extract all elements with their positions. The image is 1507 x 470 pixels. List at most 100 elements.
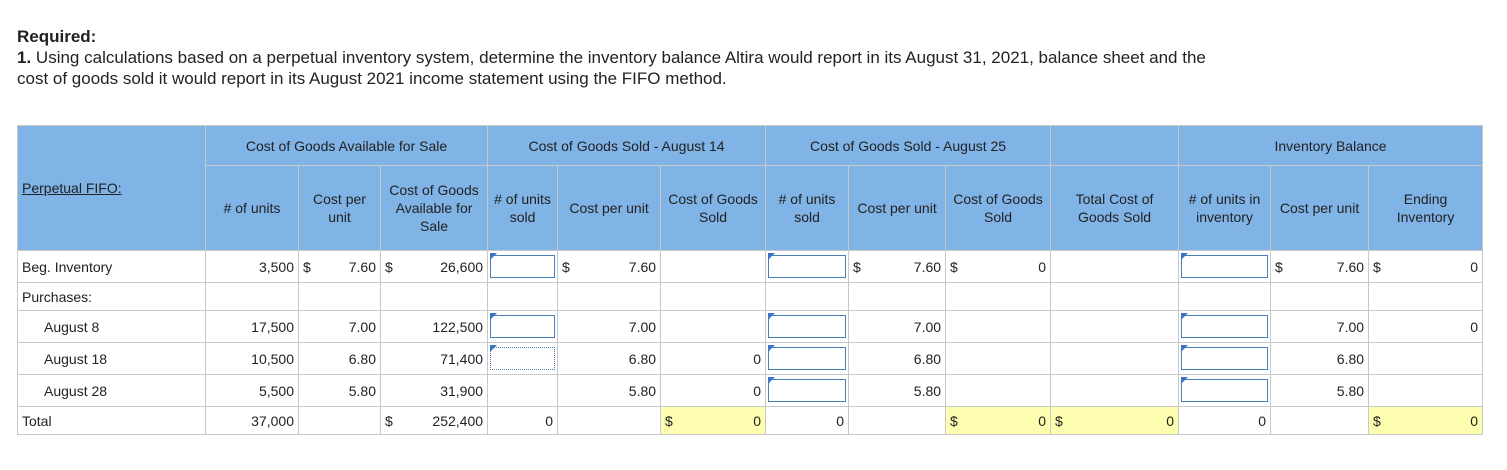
column-header: Cost per unit [557, 165, 662, 251]
column-header: Ending Inventory [1368, 165, 1484, 251]
cell [1050, 310, 1180, 343]
cell [1178, 310, 1272, 343]
cell [557, 282, 662, 311]
money: $7.60 [562, 259, 656, 275]
currency-sign: $ [950, 258, 958, 275]
cell-value: 7.00 [1336, 318, 1365, 335]
cell-value: 17,500 [251, 318, 294, 335]
currency-sign: $ [665, 412, 673, 429]
cell-value: 26,600 [440, 258, 484, 275]
currency-sign: $ [385, 258, 393, 275]
cell [1270, 406, 1370, 435]
cell: 71,400 [379, 342, 489, 375]
cell: $7.60 [848, 250, 947, 283]
input-box[interactable] [768, 315, 847, 338]
cell [765, 282, 850, 311]
cell-value: 5.80 [1336, 382, 1365, 399]
instructions: Required: 1. Using calculations based on… [17, 26, 1217, 89]
input-box[interactable] [1181, 347, 1269, 370]
cell: 7.00 [298, 310, 381, 343]
cell [945, 374, 1052, 407]
column-header: Cost of Goods Sold [660, 165, 767, 251]
cell: 6.80 [557, 342, 662, 375]
cell: 7.00 [848, 310, 947, 343]
table-title: Perpetual FIFO: [22, 180, 122, 196]
row-label: August 8 [17, 310, 206, 343]
cell-value: 122,500 [432, 318, 484, 335]
currency-sign: $ [853, 258, 861, 275]
currency-sign: $ [1055, 412, 1063, 429]
group-header-row: Perpetual FIFO: Cost of Goods Available f… [17, 125, 1484, 251]
cell: 10,500 [205, 342, 299, 375]
cell-value: 10,500 [251, 350, 294, 367]
cell: 7.00 [1270, 310, 1370, 343]
cell: $7.60 [1270, 250, 1370, 283]
group-header: Cost of Goods Sold - August 14 [487, 125, 767, 166]
cell [945, 282, 1052, 311]
item-text: Using calculations based on a perpetual … [17, 48, 1206, 88]
cell-value: 7.00 [348, 318, 376, 335]
cell [298, 406, 381, 435]
cell [487, 374, 559, 407]
input-box[interactable] [490, 315, 556, 338]
currency-sign: $ [1373, 412, 1381, 429]
cell [1050, 342, 1180, 375]
currency-sign: $ [303, 258, 311, 275]
input-box[interactable] [1181, 379, 1269, 402]
cell: $0 [945, 406, 1052, 435]
input-box[interactable] [490, 255, 556, 278]
cell [660, 282, 767, 311]
cell [765, 250, 850, 283]
cell [1270, 282, 1370, 311]
cell: $0 [1368, 250, 1484, 283]
cell-value: 7.60 [628, 258, 657, 275]
column-header: Cost of Goods Available for Sale [379, 165, 489, 251]
cell [848, 282, 947, 311]
cell-value: 7.60 [1336, 258, 1365, 275]
cell: $7.60 [557, 250, 662, 283]
group-header: Inventory Balance [1178, 125, 1484, 166]
cell: $0 [945, 250, 1052, 283]
currency-sign: $ [1373, 258, 1381, 275]
cell-value: 0 [1166, 412, 1175, 429]
cell-value: 3,500 [258, 258, 294, 275]
input-box[interactable] [768, 347, 847, 370]
cell: 0 [487, 406, 559, 435]
cell [1368, 282, 1484, 311]
cell [205, 282, 299, 311]
cell [487, 310, 559, 343]
cell-value: 252,400 [432, 412, 484, 429]
column-header: Cost of Goods Sold [945, 165, 1052, 251]
cell-value: 6.80 [913, 350, 942, 367]
currency-sign: $ [562, 258, 570, 275]
cell [1178, 250, 1272, 283]
input-box[interactable] [1181, 255, 1269, 278]
cell-value: 5.80 [348, 382, 376, 399]
cell: 31,900 [379, 374, 489, 407]
cell-value: 7.00 [628, 318, 657, 335]
money: $0 [950, 259, 1046, 275]
cell-value: 6.80 [628, 350, 657, 367]
input-box[interactable] [768, 379, 847, 402]
money: $7.60 [853, 259, 941, 275]
cell [848, 406, 947, 435]
table-title-cell: Perpetual FIFO: [17, 125, 206, 251]
row-label: August 18 [17, 342, 206, 375]
cell-value: 0 [836, 412, 845, 429]
table-row: August 28 5,500 5.80 31,900 5.80 0 5.80 5.80 [17, 374, 1484, 407]
row-label: Beg. Inventory [17, 250, 206, 283]
group-header: Cost of Goods Sold - August 25 [765, 125, 1052, 166]
cell: $26,600 [379, 250, 489, 283]
group-header: Cost of Goods Available for Sale [204, 125, 489, 166]
cell [945, 342, 1052, 375]
cell-value: 0 [753, 412, 762, 429]
input-box[interactable] [1181, 315, 1269, 338]
input-box[interactable] [490, 347, 556, 370]
cell [487, 282, 559, 311]
cell: 6.80 [1270, 342, 1370, 375]
input-box[interactable] [768, 255, 847, 278]
cell: 3,500 [205, 250, 299, 283]
cell-value: 0 [1470, 412, 1479, 429]
cell: 5,500 [205, 374, 299, 407]
required-label: Required: [17, 27, 97, 46]
